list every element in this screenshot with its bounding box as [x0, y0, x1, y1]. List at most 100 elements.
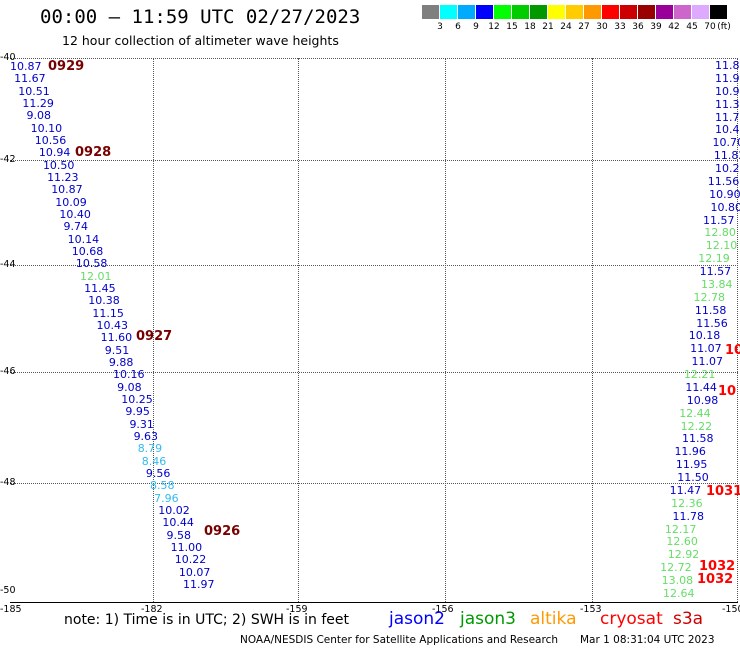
lon-label: -153 [580, 604, 602, 615]
scale-swatch [476, 5, 493, 19]
wave-height-value: 10.50 [42, 158, 75, 172]
wave-height-value: 10.10 [30, 121, 63, 135]
scale-label: 27 [578, 22, 590, 32]
wave-height-value: 12.80 [704, 226, 736, 240]
wave-height-value: 10.51 [18, 84, 50, 98]
scale-swatch [530, 5, 547, 19]
pass-label-right: 1031 [706, 484, 740, 499]
scale-label: 30 [596, 22, 608, 32]
wave-height-value: 10.70 [712, 136, 740, 150]
scale-swatch [548, 5, 565, 19]
gridline-lat [10, 483, 738, 484]
wave-height-value: 12.22 [680, 419, 713, 433]
wave-height-value: 10.25 [121, 393, 153, 406]
scale-swatch [638, 5, 655, 19]
scale-swatch [440, 5, 457, 19]
scale-swatch [602, 5, 619, 19]
wave-height-value: 9.63 [133, 430, 159, 443]
wave-height-value: 12.21 [683, 368, 716, 382]
pass-label-right: 10 [725, 343, 740, 358]
wave-height-value: 11.15 [92, 306, 124, 320]
pass-label: 0926 [204, 524, 241, 539]
wave-height-value: 8.46 [141, 454, 167, 468]
wave-height-value: 11.57 [699, 265, 732, 279]
gridline-lon [298, 58, 299, 602]
wave-height-value: 11.3 [715, 97, 740, 111]
scale-swatch [620, 5, 637, 19]
wave-height-value: 10.90 [709, 187, 740, 201]
wave-height-value: 11.56 [707, 174, 740, 188]
scale-label: 33 [614, 22, 626, 32]
wave-height-value: 11.97 [183, 578, 215, 591]
wave-height-value: 10.94 [38, 146, 71, 160]
lat-label: -40 [0, 52, 16, 63]
scale-label: 15 [506, 22, 518, 32]
wave-height-value: 12.64 [663, 587, 695, 600]
pass-label: 0929 [48, 59, 85, 74]
scale-label: 70 [704, 22, 716, 32]
scale-unit: (ft) [717, 22, 731, 32]
lat-label: -44 [0, 259, 16, 270]
wave-height-value: 11.44 [685, 380, 717, 394]
footnote: note: 1) Time is in UTC; 2) SWH is in fe… [64, 612, 350, 628]
wave-height-value: 12.92 [667, 548, 700, 562]
wave-height-value: 10.44 [162, 516, 194, 530]
wave-height-value: 10.38 [88, 294, 120, 308]
wave-height-value: 10.56 [34, 134, 67, 147]
wave-height-value: 10.22 [715, 162, 740, 176]
scale-label: 18 [524, 22, 536, 32]
pass-label-right: 1032 [697, 572, 734, 587]
wave-height-value: 11.56 [696, 316, 728, 330]
scale-swatch [692, 5, 709, 19]
wave-height-value: 10.18 [688, 329, 721, 343]
wave-height-value: 11.9 [715, 71, 740, 85]
wave-height-value: 11.00 [170, 541, 203, 554]
scale-swatch [710, 5, 727, 19]
scale-swatch [512, 5, 529, 19]
wave-height-value: 10.9 [715, 84, 740, 98]
wave-height-value: 11.96 [674, 445, 706, 459]
gridline-lon [592, 58, 593, 602]
wave-height-value: 13.08 [661, 574, 694, 588]
scale-label: 12 [488, 22, 500, 32]
wave-height-value: 12.01 [80, 269, 112, 283]
lon-label: -156 [432, 604, 454, 615]
wave-height-value: 10.40 [59, 208, 91, 221]
wave-height-value: 9.58 [166, 528, 192, 542]
gridline-lon [445, 58, 446, 602]
wave-height-value: 11.07 [691, 355, 724, 369]
gridline-lon [737, 58, 738, 602]
scale-label: 6 [455, 22, 461, 32]
pass-label: 0928 [75, 145, 112, 160]
satellite-legend-item: altika [530, 609, 577, 629]
scale-label: 9 [473, 22, 479, 32]
wave-height-value: 11.67 [14, 72, 46, 86]
wave-height-value: 8.79 [137, 442, 163, 456]
satellite-legend-item: cryosat [600, 609, 663, 629]
lat-label: -46 [0, 366, 16, 377]
wave-height-value: 12.19 [698, 252, 730, 266]
wave-height-value: 11.29 [22, 97, 54, 110]
wave-height-value: 10.43 [96, 319, 129, 332]
scale-label: 42 [668, 22, 680, 32]
pass-label-right: 1032 [699, 559, 736, 574]
wave-height-value: 10.09 [55, 195, 87, 209]
wave-height-value: 11.7 [715, 110, 740, 124]
wave-height-value: 11.47 [669, 483, 702, 497]
satellite-legend-item: jason2 [389, 609, 445, 629]
wave-height-value: 12.72 [660, 561, 692, 575]
wave-height-value: 11.58 [694, 303, 727, 317]
lon-label: -150 [722, 604, 740, 615]
wave-height-value: 8.58 [150, 479, 175, 493]
wave-height-value: 11.50 [677, 471, 709, 485]
wave-height-value: 11.8 [715, 59, 740, 72]
wave-height-value: 9.95 [125, 405, 150, 419]
scale-swatch [656, 5, 673, 19]
wave-height-value: 10.98 [686, 393, 719, 407]
wave-height-value: 10.4 [715, 123, 740, 137]
wave-height-value: 10.02 [158, 504, 190, 517]
scale-swatch [584, 5, 601, 19]
wave-height-value: 10.16 [112, 368, 145, 382]
gridline-lat [10, 372, 738, 373]
